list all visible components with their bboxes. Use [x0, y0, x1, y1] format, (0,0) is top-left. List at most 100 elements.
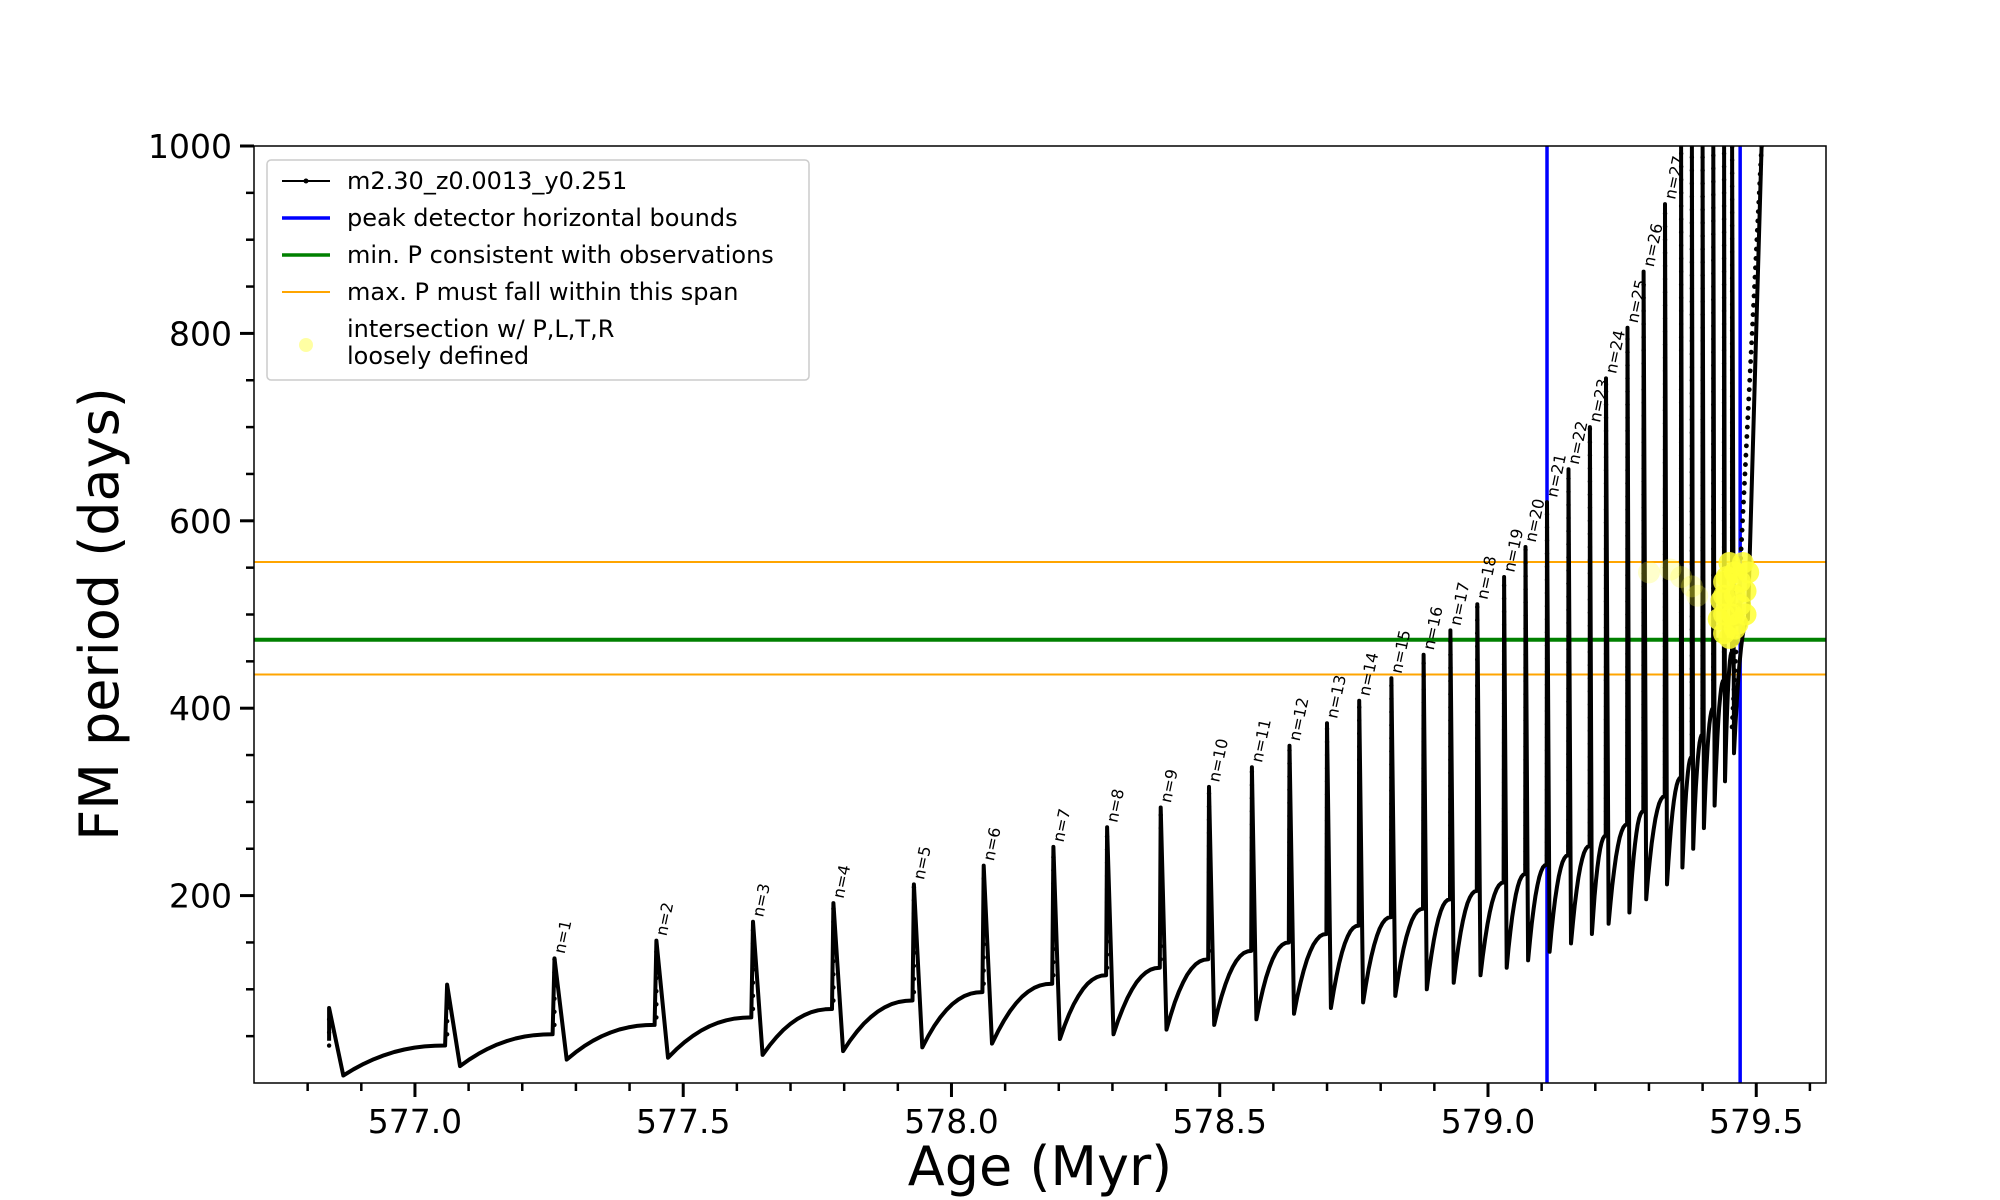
track-point [552, 957, 557, 962]
track-point [1501, 583, 1507, 588]
track-point [1475, 709, 1480, 715]
track-point [1287, 813, 1292, 819]
track-point [1206, 896, 1212, 901]
track-point [1587, 820, 1593, 825]
track-point [1749, 340, 1755, 346]
track-point [1721, 164, 1727, 169]
track-point [1689, 548, 1695, 553]
track-point [1729, 236, 1735, 241]
track-point [981, 968, 986, 973]
track-point [1711, 520, 1716, 525]
track-point [1711, 205, 1716, 211]
track-point [1741, 490, 1747, 496]
track-point [1641, 361, 1646, 366]
track-point [1700, 601, 1705, 606]
track-point [1711, 428, 1716, 434]
track-point [1603, 441, 1609, 447]
track-point [1625, 782, 1630, 788]
track-point [1757, 171, 1763, 177]
track-point [1357, 862, 1362, 867]
track-point [1389, 827, 1394, 833]
track-point [1104, 952, 1110, 957]
track-point [1662, 512, 1668, 518]
track-point [1678, 610, 1684, 615]
track-point [1641, 741, 1646, 747]
track-point [1641, 400, 1646, 405]
track-point [1544, 813, 1550, 819]
pulse-label: n=4 [829, 863, 855, 900]
track-point [1721, 151, 1727, 156]
track-point [1421, 752, 1426, 758]
track-point [1700, 706, 1705, 711]
track-point [1721, 230, 1727, 235]
track-point [1711, 638, 1716, 643]
track-point [1700, 181, 1705, 186]
track-point [1711, 402, 1716, 407]
track-point [1689, 653, 1695, 658]
track-point [1721, 400, 1727, 405]
pulse-label: n=16 [1419, 605, 1447, 652]
track-point [1689, 522, 1695, 527]
x-tick-label: 578.0 [904, 1102, 998, 1141]
track-point [1475, 722, 1480, 728]
track-point [1389, 735, 1394, 741]
track-point [1104, 834, 1110, 839]
track-point [1678, 649, 1684, 655]
track-point [1287, 853, 1292, 858]
track-point [1700, 587, 1705, 593]
track-point [1501, 832, 1507, 837]
track-point [1662, 709, 1668, 715]
track-point [1700, 469, 1705, 475]
track-point [1711, 244, 1716, 250]
track-point [1566, 581, 1571, 586]
track-point [981, 929, 986, 934]
track-point [1721, 439, 1727, 445]
track-point [1678, 243, 1684, 248]
track-point [1689, 692, 1695, 698]
track-point [1756, 199, 1762, 205]
track-point [1501, 766, 1507, 772]
track-point [1641, 702, 1646, 707]
track-point [1421, 739, 1426, 745]
track-point [1158, 878, 1163, 883]
track-point [1711, 533, 1716, 538]
track-point [1523, 731, 1528, 736]
pulse-label: n=2 [652, 900, 678, 937]
track-point [1700, 338, 1705, 344]
track-point [1747, 368, 1753, 374]
track-point [1389, 801, 1394, 806]
track-point [1689, 719, 1695, 724]
track-point [1249, 887, 1255, 893]
track-point [1287, 748, 1292, 753]
track-point [1421, 870, 1426, 876]
track-point [1689, 732, 1695, 737]
track-point [552, 970, 557, 975]
track-point [1711, 494, 1716, 499]
track-point [1389, 840, 1394, 846]
track-point [1662, 394, 1668, 400]
track-point [1678, 676, 1684, 681]
track-point [1287, 800, 1292, 806]
track-point [1357, 888, 1362, 894]
track-point [1662, 578, 1668, 583]
track-point [1729, 724, 1735, 730]
track-point [1475, 604, 1480, 610]
legend-label: peak detector horizontal bounds [347, 204, 738, 232]
track-point [1689, 273, 1695, 278]
track-point [1051, 868, 1056, 873]
track-point [1421, 818, 1426, 823]
track-point [1729, 393, 1735, 399]
track-point [1566, 673, 1571, 678]
track-point [1206, 830, 1212, 836]
track-point [1523, 600, 1528, 605]
track-point [1641, 518, 1646, 523]
track-point [1739, 537, 1745, 542]
track-point [1523, 718, 1528, 723]
track-point [1700, 692, 1705, 698]
track-point [1743, 452, 1749, 458]
track-point [1678, 492, 1684, 497]
pulse-label: n=12 [1285, 696, 1313, 743]
track-point [1700, 574, 1705, 580]
track-point [1729, 420, 1735, 425]
track-point [1740, 509, 1746, 514]
